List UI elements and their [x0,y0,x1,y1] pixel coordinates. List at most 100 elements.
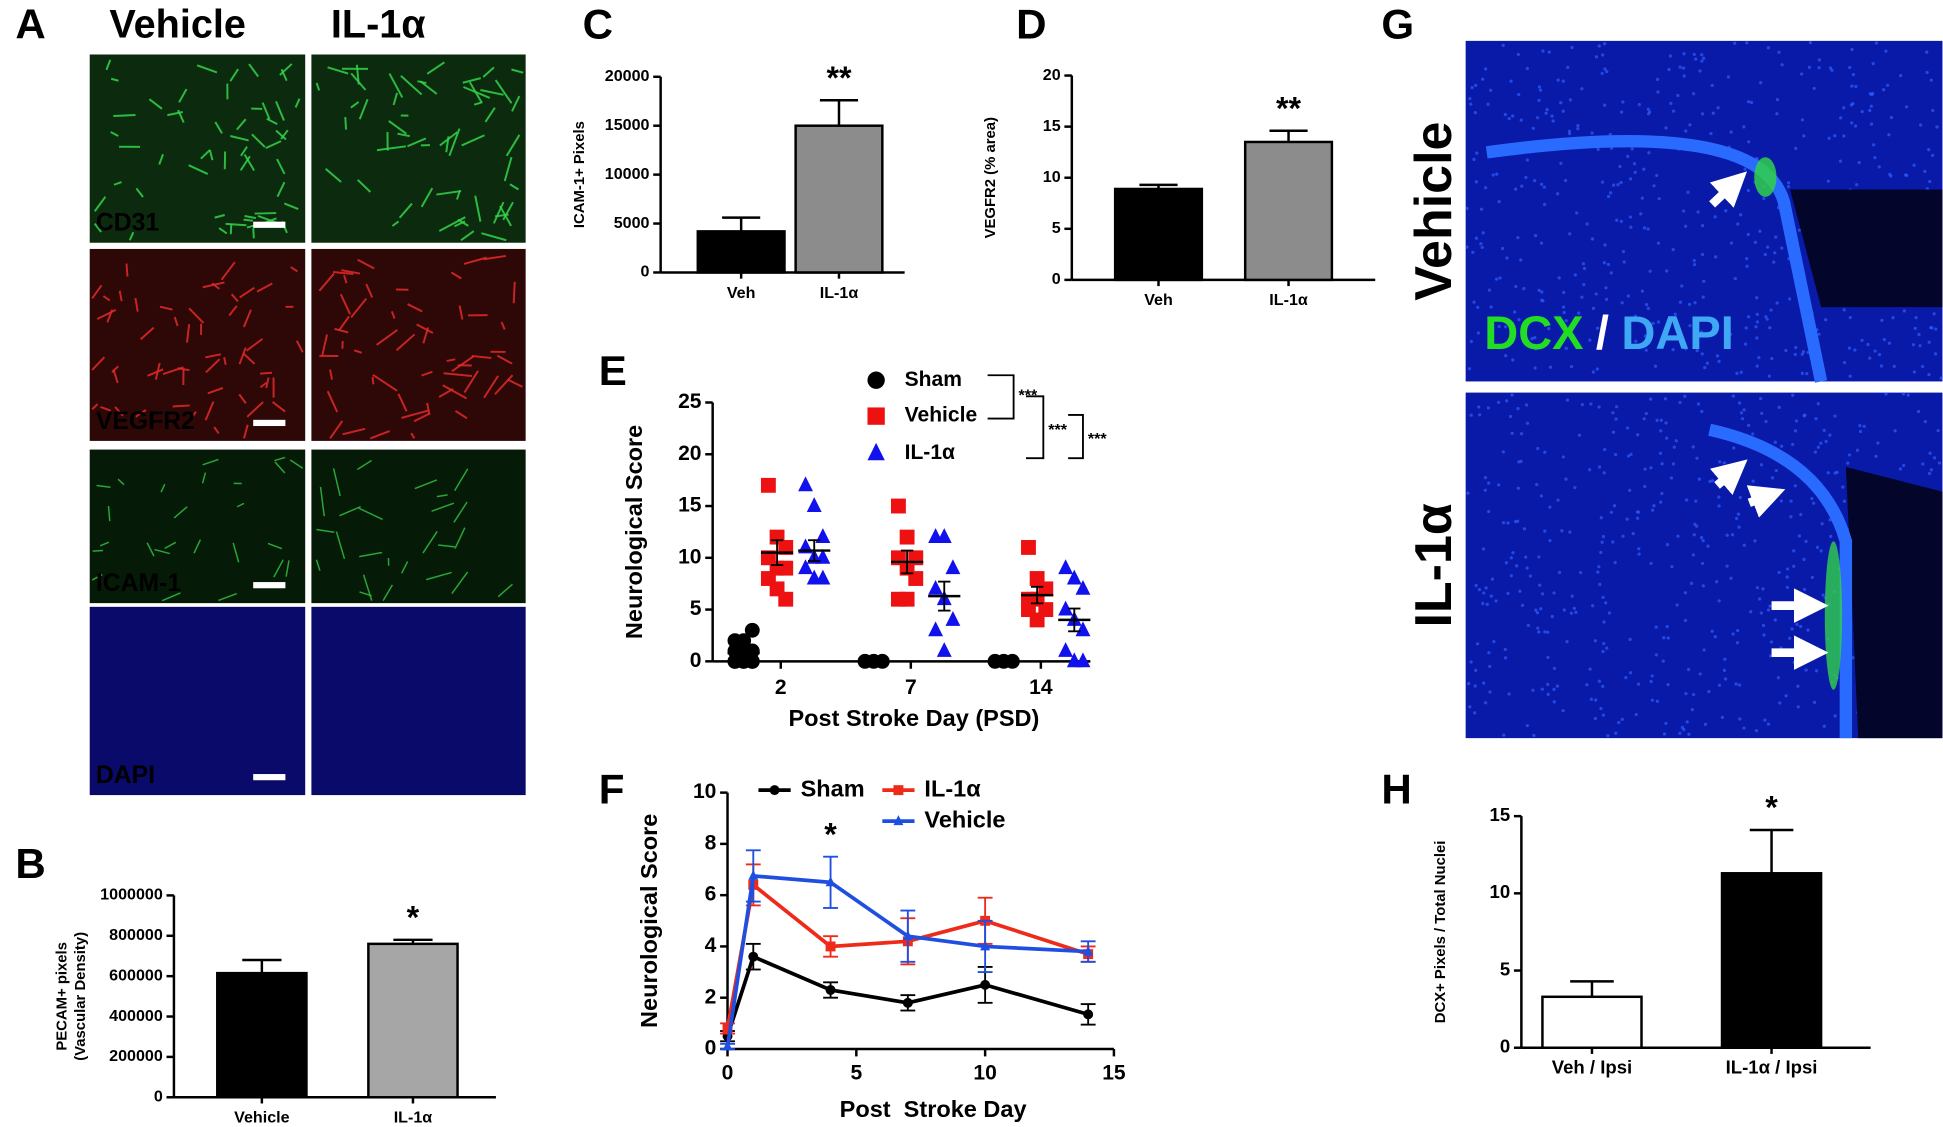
nucleus [1621,100,1625,104]
nucleus [1817,332,1821,336]
y-tick-label: 5 [1500,958,1510,979]
vessel [335,531,346,560]
vessel [454,468,469,491]
data-point [798,476,813,492]
nucleus [1688,123,1692,127]
data-point [936,642,952,657]
nucleus [1469,102,1473,106]
nucleus [1729,130,1733,134]
nucleus [1606,734,1610,738]
nucleus [1736,512,1741,516]
nucleus [1473,711,1477,715]
vessel [159,305,173,311]
nucleus [1833,471,1837,475]
nucleus [1574,610,1578,615]
nucleus [1848,374,1852,378]
vessel [426,402,431,416]
nucleus [1469,339,1473,344]
y-tick-label: 10 [693,780,716,803]
vessel [202,458,219,466]
nucleus [1576,127,1580,131]
vessel [230,135,249,142]
nucleus [1733,276,1737,281]
y-tick-label: 5000 [614,214,650,232]
vessel [110,131,119,137]
nucleus [1683,618,1688,623]
vessel [285,560,290,577]
vessel [339,505,361,517]
nucleus [1537,317,1541,321]
vessel [388,73,404,98]
nucleus [1484,701,1488,705]
nucleus [1792,564,1796,568]
nucleus [1923,420,1927,424]
y-tick-label: 0 [1500,1036,1510,1057]
nucleus [1772,260,1776,264]
vessel [494,374,514,395]
nucleus [1697,477,1701,481]
nucleus [1905,173,1909,177]
nucleus [1703,722,1708,726]
nucleus [1504,353,1508,358]
nucleus [1613,452,1618,457]
vessel [135,187,144,198]
nucleus [1632,162,1637,166]
nucleus [1663,397,1668,401]
nucleus [1737,401,1742,405]
nucleus [1828,66,1833,70]
vessel [400,561,409,574]
nucleus [1597,405,1601,409]
nucleus [1678,300,1683,304]
legend-marker [867,407,885,425]
nucleus [1806,628,1810,632]
x-tick-label: Veh [1144,291,1173,309]
vessel [214,214,225,219]
dcx-signal [1824,541,1843,690]
nucleus [1773,618,1777,622]
nucleus [1714,255,1718,259]
nucleus [1710,333,1714,337]
vessel [93,196,107,212]
vessel [202,281,225,289]
nucleus [1753,539,1757,543]
nucleus [1474,83,1478,87]
nucleus [1509,79,1513,83]
vessel [326,390,339,413]
nucleus [1481,601,1485,606]
nucleus [1560,529,1564,533]
vessel [451,571,469,594]
nucleus [1495,172,1499,176]
nucleus [1511,114,1515,118]
nucleus [1559,101,1563,105]
nucleus [1889,174,1893,178]
nucleus [1873,349,1877,353]
nucleus [1889,115,1894,120]
vessel [106,309,114,323]
nucleus [1594,292,1598,296]
nucleus [1813,450,1817,454]
nucleus [1784,694,1788,698]
nucleus [1483,476,1488,480]
nucleus [1619,219,1624,224]
vessel [252,228,255,239]
nucleus [1643,334,1647,338]
nucleus [1525,66,1529,71]
nucleus [1717,359,1721,364]
vessel [260,371,273,375]
nucleus [1567,129,1572,133]
nucleus [1502,733,1506,737]
nucleus [1510,393,1514,397]
vessel [342,427,366,436]
nucleus [1672,445,1676,449]
nucleus [1637,682,1641,686]
nucleus [1780,444,1784,448]
vessel [279,63,293,76]
vessel [146,542,155,557]
nucleus [1604,601,1608,605]
nucleus [1925,50,1929,54]
vessel [164,541,177,550]
nucleus [1824,439,1828,444]
nucleus [1902,463,1906,468]
nucleus [1595,326,1600,330]
nucleus [1786,181,1791,185]
